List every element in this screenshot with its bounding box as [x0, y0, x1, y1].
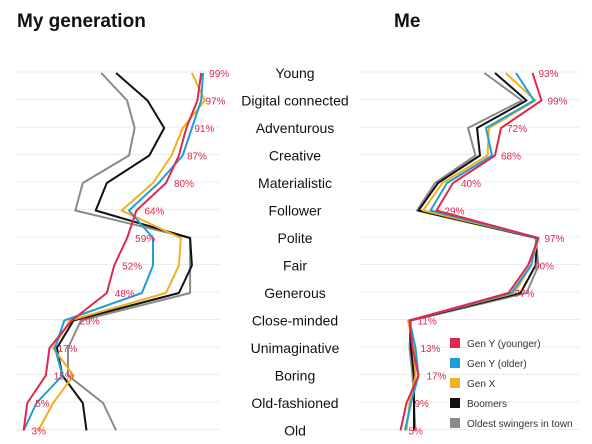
data-label: 72%: [507, 124, 527, 135]
legend: Gen Y (younger) Gen Y (older) Gen X Boomers…: [450, 338, 573, 430]
legend-swatch: [450, 398, 460, 408]
legend-label: Gen X: [467, 379, 496, 390]
data-label: 59%: [135, 234, 155, 245]
category-label: Close-minded: [252, 313, 338, 329]
data-label: 3%: [32, 427, 47, 438]
data-label: 90%: [534, 262, 554, 273]
category-label: Old: [284, 423, 306, 439]
series-line-left-1: [22, 72, 204, 431]
legend-label: Gen Y (older): [467, 359, 527, 370]
data-label: 9%: [415, 399, 430, 410]
data-label: 80%: [174, 179, 194, 190]
legend-swatch: [450, 358, 460, 368]
legend-label: Boomers: [467, 399, 507, 410]
series-line-left-2: [37, 72, 206, 431]
data-label: 48%: [115, 289, 135, 300]
data-label: 97%: [545, 234, 565, 245]
data-label: 64%: [144, 207, 164, 218]
category-label: Polite: [277, 230, 312, 246]
data-label: 29%: [445, 207, 465, 218]
data-label: 5%: [35, 399, 50, 410]
category-label: Digital connected: [241, 93, 348, 109]
data-label: 40%: [461, 179, 481, 190]
legend-swatch: [450, 338, 460, 348]
data-label: 97%: [205, 97, 225, 108]
category-label: Boring: [275, 368, 315, 384]
grid-lines: [16, 71, 580, 430]
data-label: 77%: [515, 289, 535, 300]
data-label: 13%: [421, 344, 441, 355]
data-label: 52%: [122, 262, 142, 273]
series-line-right-0: [399, 72, 543, 431]
data-label: 99%: [548, 97, 568, 108]
data-label: 11%: [418, 317, 437, 328]
data-label: 99%: [209, 69, 229, 80]
series-lines: [22, 72, 543, 431]
data-label: 29%: [80, 317, 100, 328]
category-label: Old-fashioned: [251, 395, 338, 411]
category-labels: Young Digital connected Adventurous Creativ…: [241, 65, 348, 439]
data-label: 17%: [427, 372, 447, 383]
category-label: Young: [275, 65, 314, 81]
data-label: 87%: [187, 152, 207, 163]
data-label: 91%: [194, 124, 214, 135]
category-label: Adventurous: [256, 120, 335, 136]
legend-swatch: [450, 378, 460, 388]
legend-label: Oldest swingers in town: [467, 419, 573, 430]
category-label: Creative: [269, 148, 321, 164]
data-label: 68%: [501, 152, 521, 163]
data-label: 15%: [54, 372, 74, 383]
legend-label: Gen Y (younger): [467, 339, 541, 350]
category-label: Materialistic: [258, 175, 332, 191]
category-label: Generous: [264, 285, 325, 301]
series-line-left-0: [22, 72, 203, 431]
data-label: 93%: [539, 69, 559, 80]
legend-swatch: [450, 418, 460, 428]
left-panel-title: My generation: [17, 11, 146, 32]
data-labels: 99% 97% 91% 87% 80% 64% 59% 52% 48% 29% 17% 15% 5% 3%…: [32, 69, 568, 438]
data-label: 17%: [57, 344, 77, 355]
data-label: 5%: [409, 427, 424, 438]
right-panel-title: Me: [394, 11, 420, 32]
category-label: Follower: [269, 203, 322, 219]
series-line-right-3: [408, 72, 538, 431]
category-label: Unimaginative: [251, 340, 340, 356]
category-label: Fair: [283, 258, 307, 274]
